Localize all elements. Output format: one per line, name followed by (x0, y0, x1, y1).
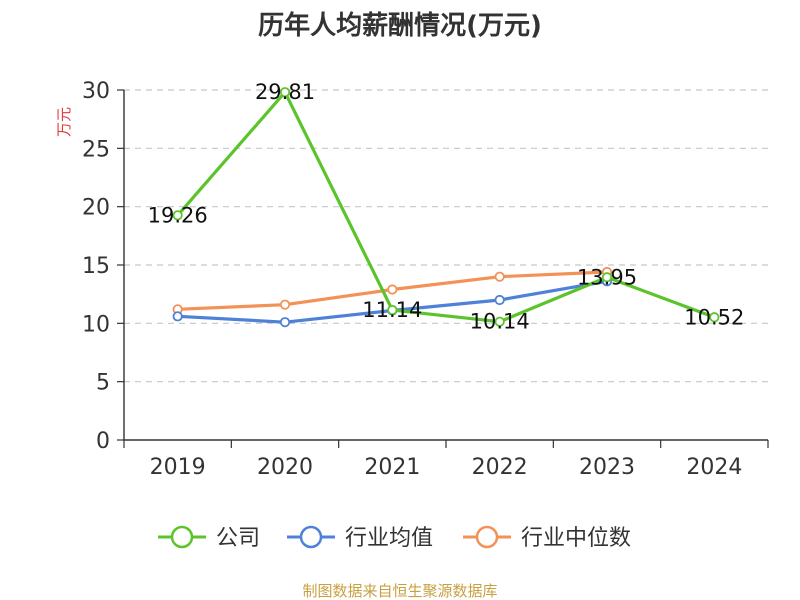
y-tick-label: 10 (82, 312, 110, 337)
legend-item-2[interactable]: 行业中位数 (463, 525, 631, 551)
data-label: 29.81 (255, 80, 315, 104)
legend: 公司 行业均值 行业中位数 (158, 525, 631, 551)
data-label: 19.26 (148, 203, 208, 227)
data-point (709, 312, 720, 323)
data-point (387, 284, 398, 295)
data-point (387, 304, 398, 316)
data-point (279, 299, 291, 310)
chart-title: 历年人均薪酬情况(万元) (258, 10, 542, 41)
x-tick-label: 2021 (364, 455, 420, 480)
y-tick-label: 5 (96, 371, 110, 396)
data-label: 13.95 (577, 265, 637, 289)
data-label: 10.14 (470, 310, 530, 334)
data-point (494, 271, 505, 282)
axes: 0 5 10 15 20 25 30 2019 2020 2021 2022 2023 2024 (82, 79, 769, 480)
legend-marker-icon (299, 525, 323, 549)
data-labels: 19.26 29.81 11.14 10.14 13.95 10.52 (148, 80, 745, 333)
series-line-0 (176, 90, 715, 324)
x-tick-label: 2024 (686, 455, 742, 480)
x-tick-label: 2022 (472, 455, 528, 480)
legend-item-0[interactable]: 公司 (158, 525, 260, 551)
x-tick-label: 2020 (257, 455, 313, 480)
data-label: 10.52 (684, 305, 744, 329)
data-point (494, 294, 505, 306)
legend-marker-icon (475, 525, 499, 549)
legend-label: 公司 (216, 526, 260, 551)
data-label: 11.14 (362, 298, 422, 322)
y-tick-label: 30 (82, 79, 110, 104)
legend-item-1[interactable]: 行业均值 (287, 525, 433, 551)
data-point (279, 317, 291, 328)
legend-marker-icon (170, 525, 194, 549)
source-note: 制图数据来自恒生聚源数据库 (302, 582, 497, 600)
data-point (279, 87, 291, 98)
grid-lines (124, 89, 768, 383)
y-tick-label: 20 (82, 196, 110, 221)
x-tick-label: 2019 (150, 455, 206, 480)
data-point (172, 311, 183, 322)
legend-label: 行业均值 (345, 526, 433, 551)
y-tick-label: 15 (82, 254, 110, 279)
data-point (601, 272, 613, 283)
legend-label: 行业中位数 (521, 526, 631, 551)
y-tick-label: 0 (96, 429, 110, 454)
series-lines (172, 87, 720, 328)
y-tick-label: 25 (82, 137, 110, 162)
data-point (172, 210, 183, 221)
x-tick-label: 2023 (579, 455, 635, 480)
data-point (494, 316, 505, 327)
y-axis-label: 万元 (55, 107, 73, 137)
